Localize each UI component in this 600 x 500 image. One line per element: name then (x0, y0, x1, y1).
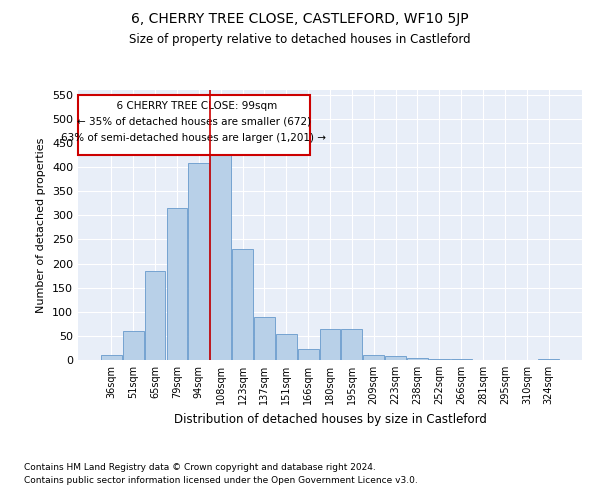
Text: 6, CHERRY TREE CLOSE, CASTLEFORD, WF10 5JP: 6, CHERRY TREE CLOSE, CASTLEFORD, WF10 5… (131, 12, 469, 26)
Text: Contains HM Land Registry data © Crown copyright and database right 2024.: Contains HM Land Registry data © Crown c… (24, 464, 376, 472)
Text: Size of property relative to detached houses in Castleford: Size of property relative to detached ho… (129, 32, 471, 46)
Bar (364, 355, 384, 360)
Bar (232, 249, 253, 360)
Bar (320, 328, 340, 360)
X-axis label: Distribution of detached houses by size in Castleford: Distribution of detached houses by size … (173, 412, 487, 426)
Bar (538, 359, 559, 360)
Bar (101, 355, 122, 360)
Bar (298, 350, 319, 360)
Text: ← 35% of detached houses are smaller (672): ← 35% of detached houses are smaller (67… (77, 117, 311, 127)
Bar (210, 152, 231, 360)
Bar (145, 271, 166, 360)
Y-axis label: Number of detached properties: Number of detached properties (37, 138, 46, 312)
Text: 63% of semi-detached houses are larger (1,201) →: 63% of semi-detached houses are larger (… (61, 133, 326, 143)
Bar (429, 358, 450, 360)
Bar (407, 358, 428, 360)
Text: 6 CHERRY TREE CLOSE: 99sqm: 6 CHERRY TREE CLOSE: 99sqm (110, 101, 278, 111)
Bar (385, 356, 406, 360)
Bar (451, 359, 472, 360)
Bar (188, 164, 209, 360)
Bar (123, 331, 143, 360)
Bar (341, 328, 362, 360)
FancyBboxPatch shape (78, 96, 310, 155)
Bar (276, 334, 296, 360)
Text: Contains public sector information licensed under the Open Government Licence v3: Contains public sector information licen… (24, 476, 418, 485)
Bar (167, 208, 187, 360)
Bar (254, 316, 275, 360)
